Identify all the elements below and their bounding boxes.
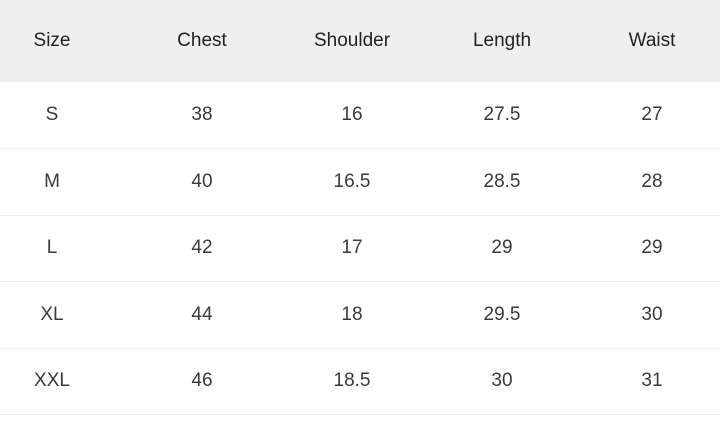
cell-chest: 42 bbox=[191, 237, 213, 258]
cell-waist: 28 bbox=[641, 170, 663, 192]
cell-length: 29.5 bbox=[483, 303, 521, 325]
cell-chest: 46 bbox=[191, 370, 213, 391]
table-row: XXL 46 18.5 30 31 bbox=[0, 348, 720, 415]
cell-shoulder: 16.5 bbox=[333, 170, 371, 192]
cell-waist: 29 bbox=[641, 237, 663, 258]
cell-size: L bbox=[46, 237, 58, 258]
table-row: XL 44 18 29.5 30 bbox=[0, 282, 720, 349]
header-shoulder: Shoulder bbox=[313, 30, 391, 51]
table-row: S 38 16 27.5 27 bbox=[0, 82, 720, 149]
cell-waist: 30 bbox=[641, 303, 663, 325]
header-size: Size bbox=[33, 30, 71, 51]
cell-size: S bbox=[45, 104, 59, 125]
cell-chest: 44 bbox=[191, 303, 213, 325]
table-header: Size Chest Shoulder Length Waist bbox=[0, 0, 720, 82]
table-row: L 42 17 29 29 bbox=[0, 215, 720, 282]
cell-shoulder: 17 bbox=[341, 237, 363, 258]
cell-length: 27.5 bbox=[483, 104, 521, 125]
cell-length: 29 bbox=[491, 237, 513, 258]
cell-size: M bbox=[44, 170, 60, 192]
cell-shoulder: 18 bbox=[341, 303, 363, 325]
header-waist: Waist bbox=[628, 30, 676, 51]
cell-chest: 40 bbox=[191, 170, 213, 192]
cell-shoulder: 16 bbox=[341, 104, 363, 125]
table-row: M 40 16.5 28.5 28 bbox=[0, 149, 720, 216]
cell-length: 28.5 bbox=[483, 170, 521, 192]
cell-chest: 38 bbox=[191, 104, 213, 125]
cell-size: XL bbox=[40, 303, 64, 325]
cell-waist: 31 bbox=[641, 370, 663, 391]
cell-waist: 27 bbox=[641, 104, 663, 125]
cell-length: 30 bbox=[491, 370, 513, 391]
cell-size: XXL bbox=[34, 370, 70, 391]
header-chest: Chest bbox=[177, 30, 227, 51]
header-length: Length bbox=[472, 30, 532, 51]
cell-shoulder: 18.5 bbox=[333, 370, 371, 391]
